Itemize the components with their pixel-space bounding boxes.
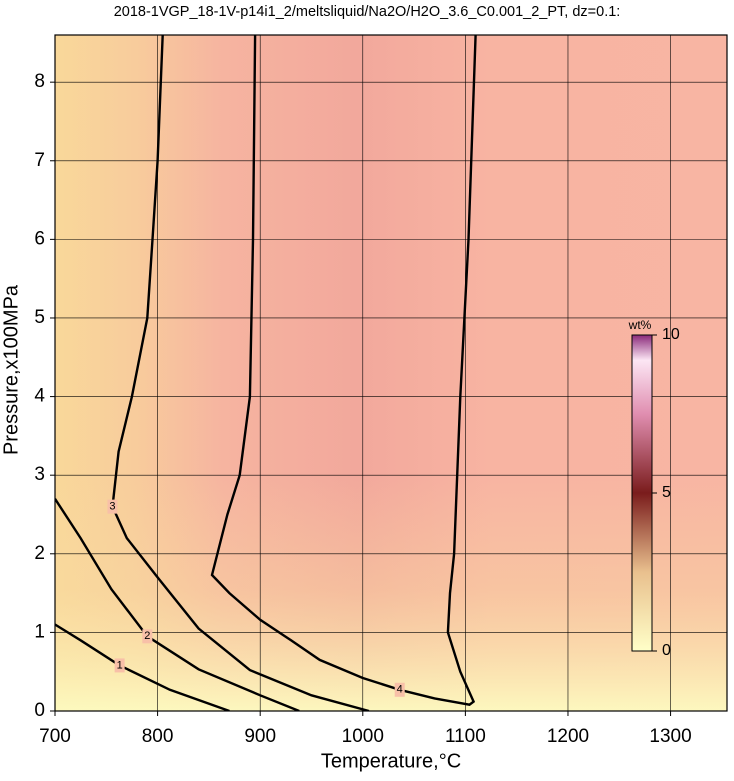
y-tick-label: 2 <box>34 543 45 564</box>
colorbar-tick-label: 0 <box>662 642 671 659</box>
chart-title: 2018-1VGP_18-1V-p14i1_2/meltsliquid/Na2O… <box>114 4 621 20</box>
colorbar-label: wt% <box>628 318 652 332</box>
x-tick-label: 800 <box>142 726 174 747</box>
y-tick-label: 4 <box>34 386 45 407</box>
colorbar-tick-label: 10 <box>662 326 680 343</box>
contour-label: 2 <box>144 630 150 642</box>
contour-line <box>210 35 477 706</box>
colorbar-tick-label: 5 <box>662 484 671 501</box>
x-tick-label: 1100 <box>445 726 486 747</box>
contour-label: 4 <box>397 684 403 696</box>
y-tick-label: 6 <box>34 228 45 249</box>
x-tick-label: 700 <box>39 726 71 747</box>
colorbar <box>631 334 653 652</box>
y-tick-label: 5 <box>34 307 45 328</box>
contour-label: 3 <box>109 501 115 513</box>
x-tick-label: 1000 <box>342 726 384 747</box>
contour-label-bg <box>142 629 153 644</box>
y-tick-label: 7 <box>34 150 45 171</box>
field-shade <box>55 35 727 711</box>
plot-frame <box>54 34 728 712</box>
contour-label-bg <box>107 499 118 514</box>
y-axis-label: Pressure,x100MPa <box>0 284 22 455</box>
contour-label-bg <box>394 682 405 697</box>
y-tick-label: 0 <box>34 700 45 721</box>
x-tick-label: 900 <box>244 726 276 747</box>
x-tick-label: 1200 <box>547 726 589 747</box>
y-tick-label: 1 <box>34 621 45 642</box>
y-tick-label: 3 <box>34 464 45 485</box>
contour-label-bg <box>114 658 125 673</box>
y-tick-label: 8 <box>34 71 45 92</box>
contour-label: 1 <box>117 659 123 671</box>
x-tick-label: 1300 <box>649 726 691 747</box>
plot-area: 4 3 2 1 <box>55 35 727 711</box>
x-axis-label: Temperature,°C <box>321 750 461 772</box>
